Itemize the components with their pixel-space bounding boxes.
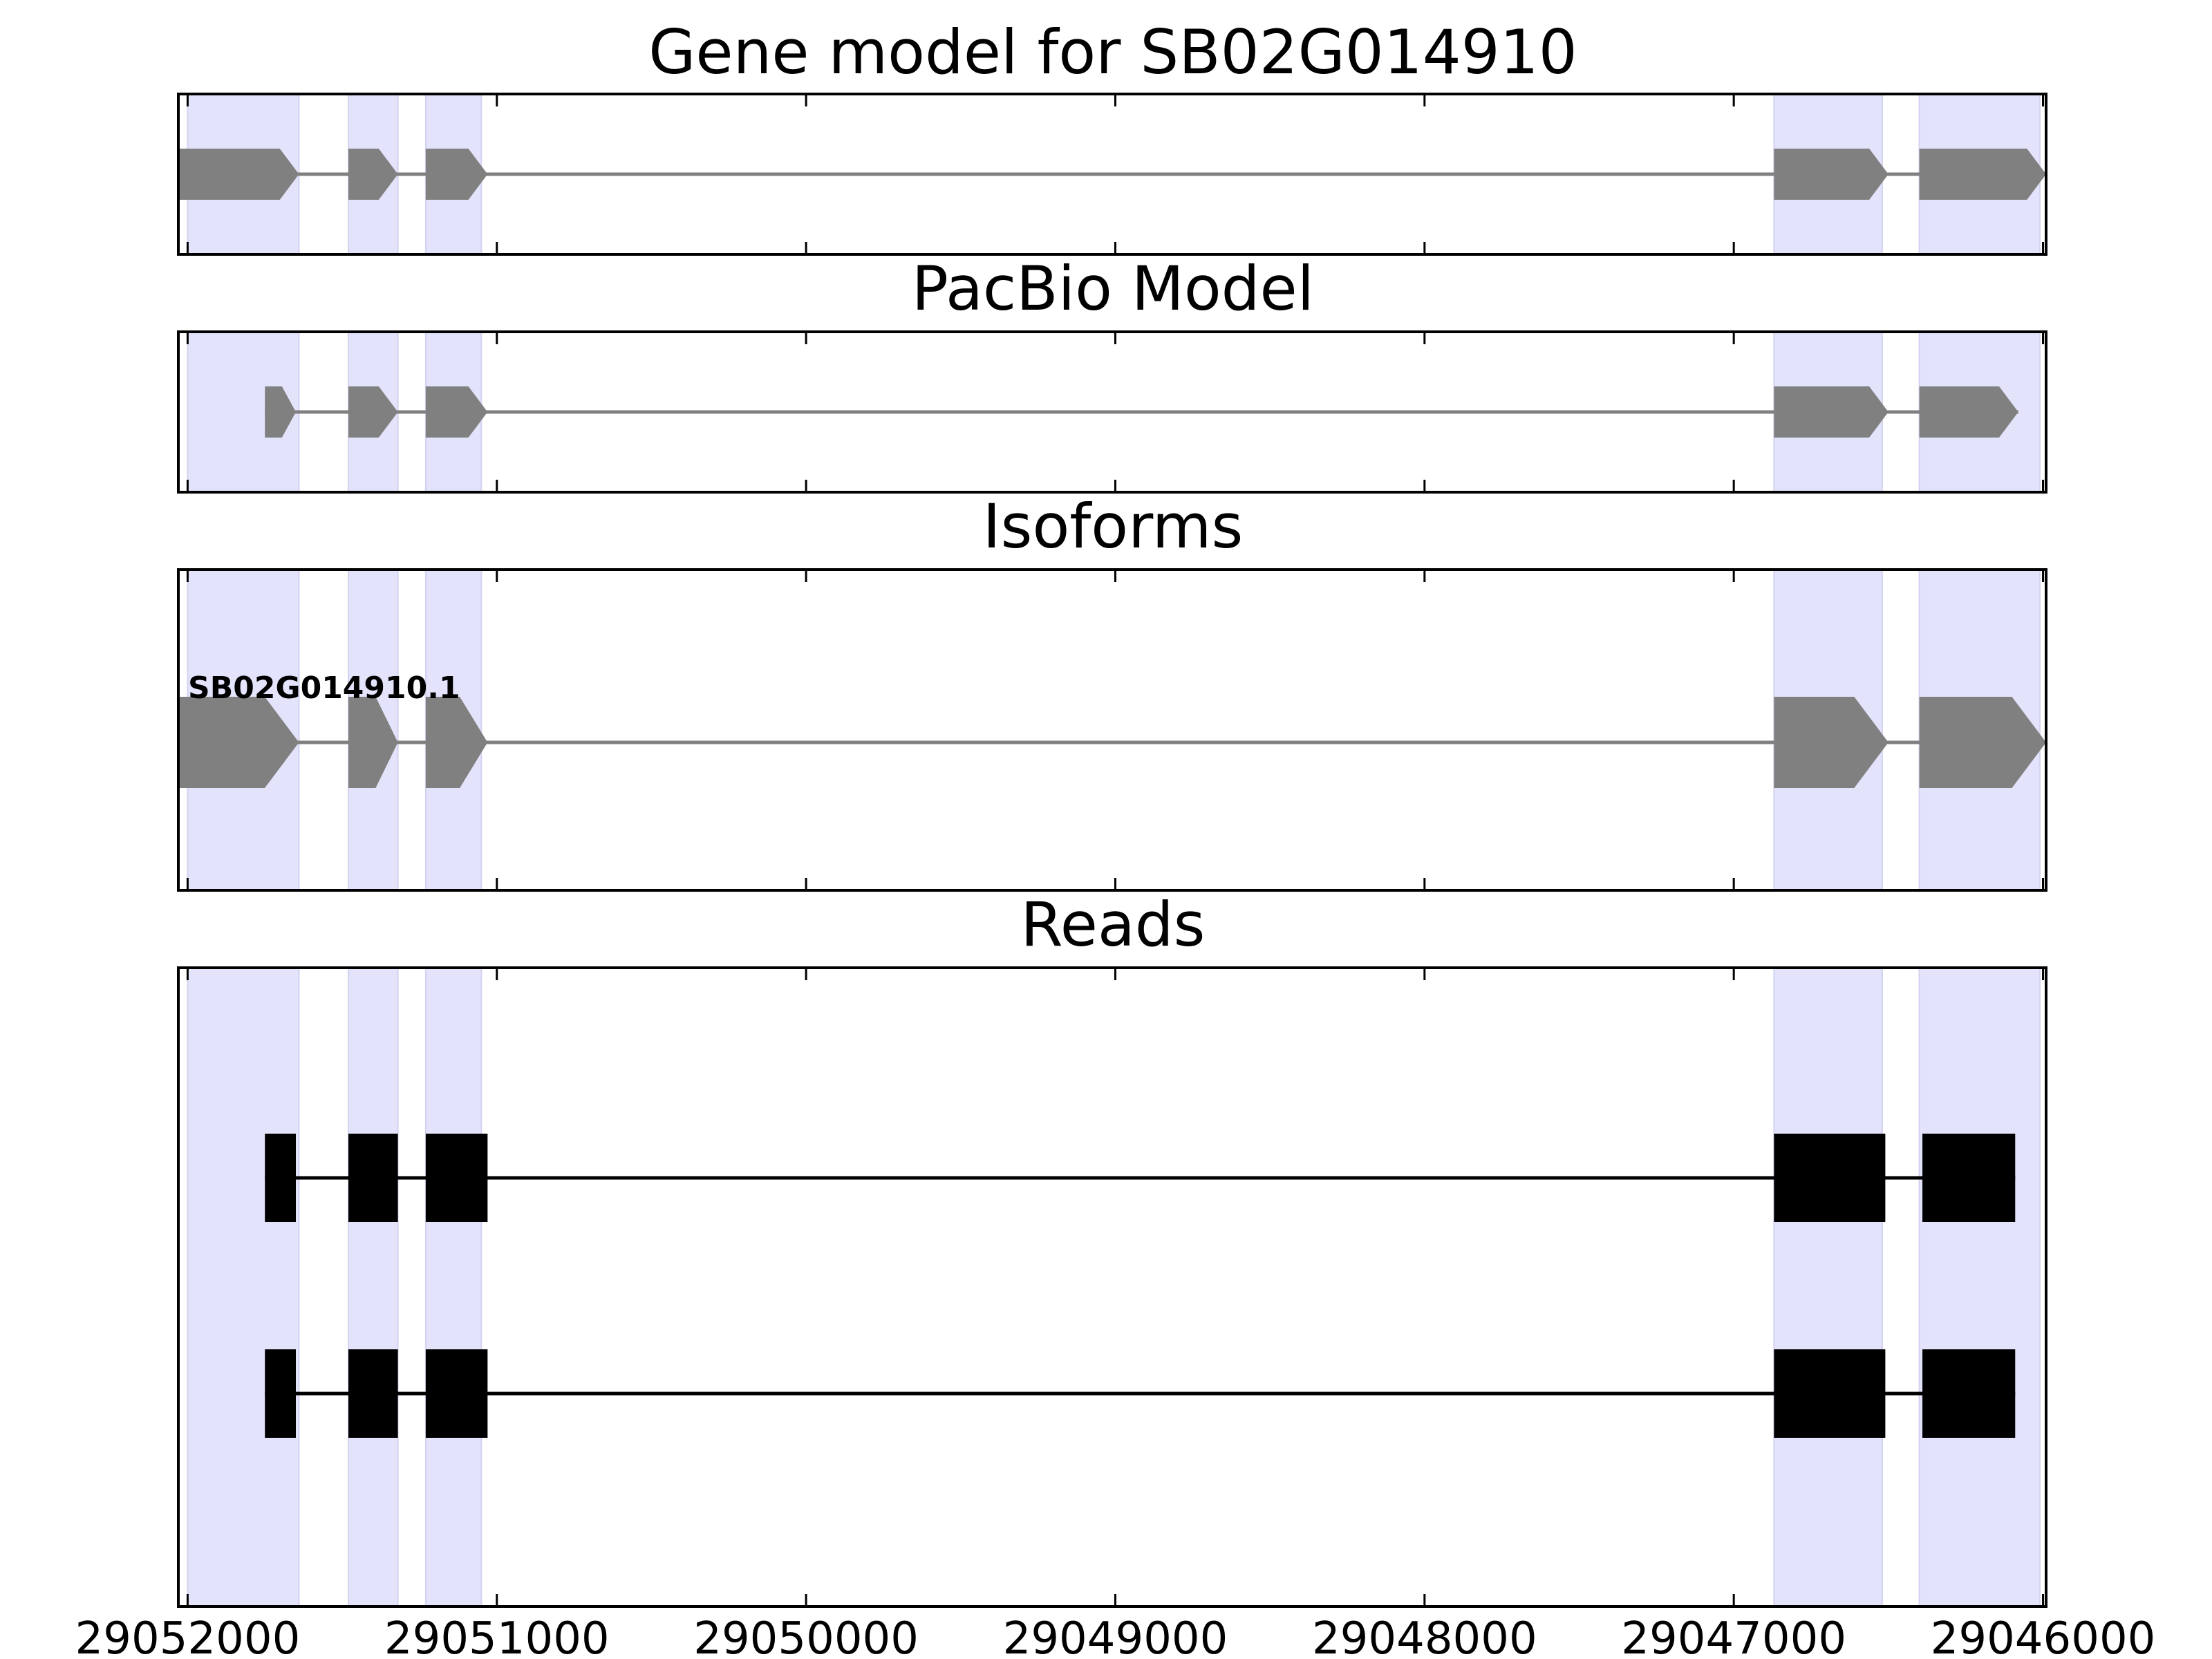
panel-pacbio-model: PacBio Model: [177, 253, 2047, 494]
x-tick-label-2: 29051000: [384, 1613, 610, 1659]
gene-model-features: [178, 149, 2046, 200]
panel-title-gene-model: Gene model for SB02G014910: [648, 17, 1577, 88]
pacbio-model-exon-5: [1919, 386, 2018, 438]
isoforms-features: [178, 697, 2046, 788]
x-tick-label-5: 29048000: [1312, 1613, 1537, 1659]
x-axis-labels: 29052000 29051000 29050000 29049000 29048000…: [75, 1613, 2156, 1659]
gene-model-exon-2: [348, 149, 398, 200]
isoform-1-exon-5: [1919, 697, 2046, 788]
read-2-exon-2: [348, 1349, 398, 1438]
isoform-1-exon-2: [348, 697, 398, 788]
pacbio-model-exon-2: [348, 386, 398, 438]
isoforms-frame: [177, 568, 2047, 892]
isoforms-ticks: [186, 570, 2045, 890]
x-tick-label-4: 29049000: [1003, 1613, 1228, 1659]
x-tick-label-3: 29050000: [693, 1613, 919, 1659]
read-1-exon-2: [348, 1134, 398, 1222]
panel-title-pacbio-model: PacBio Model: [912, 253, 1314, 324]
gene-model-exon-1: [178, 149, 299, 200]
read-1-exon-1: [265, 1134, 296, 1222]
pacbio-model-exon-4: [1774, 386, 1888, 438]
pacbio-model-exon-3: [425, 386, 488, 438]
reads-highlight-3: [424, 967, 482, 1607]
isoform-label: SB02G014910.1: [188, 671, 460, 706]
pacbio-model-frame: [177, 330, 2047, 494]
reads-ticks: [186, 968, 2045, 1606]
isoform-1-exon-4: [1774, 697, 1888, 788]
read-1-exon-4: [1774, 1134, 1886, 1222]
panel-gene-model: Gene model for SB02G014910: [177, 17, 2047, 256]
read-2-exon-3: [425, 1349, 488, 1438]
x-tick-label-7: 29046000: [1931, 1613, 2156, 1659]
gene-model-exon-3: [425, 149, 488, 200]
panel-reads: Reads: [177, 889, 2047, 1608]
panel-isoforms: Isoforms SB02G014910.1: [177, 491, 2047, 892]
reads-highlight-2: [348, 967, 399, 1607]
panel-title-isoforms: Isoforms: [983, 491, 1244, 562]
gene-model-frame: [177, 93, 2047, 256]
reads-features: [265, 1134, 2016, 1438]
pacbio-model-features: [265, 386, 2018, 438]
read-2-exon-4: [1774, 1349, 1886, 1438]
pacbio-model-ticks: [186, 332, 2045, 492]
reads-highlight-5: [1918, 967, 2041, 1607]
reads-highlight-4: [1773, 967, 1883, 1607]
x-tick-label-6: 29047000: [1621, 1613, 1846, 1659]
reads-frame: [177, 966, 2047, 1608]
gene-model-exon-5: [1919, 149, 2046, 200]
reads-highlights: [187, 967, 2041, 1607]
read-2-exon-5: [1922, 1349, 2016, 1438]
x-tick-label-1: 29052000: [75, 1613, 301, 1659]
panel-title-reads: Reads: [1021, 889, 1206, 960]
isoform-1-exon-3: [425, 697, 488, 788]
pacbio-model-exon-1: [265, 386, 296, 438]
gene-model-ticks: [186, 94, 2045, 254]
isoform-1-exon-1: [178, 697, 299, 788]
read-2-exon-1: [265, 1349, 296, 1438]
gene-model-exon-4: [1774, 149, 1888, 200]
read-1-exon-3: [425, 1134, 488, 1222]
read-1-exon-5: [1922, 1134, 2016, 1222]
reads-highlight-1: [187, 967, 300, 1607]
